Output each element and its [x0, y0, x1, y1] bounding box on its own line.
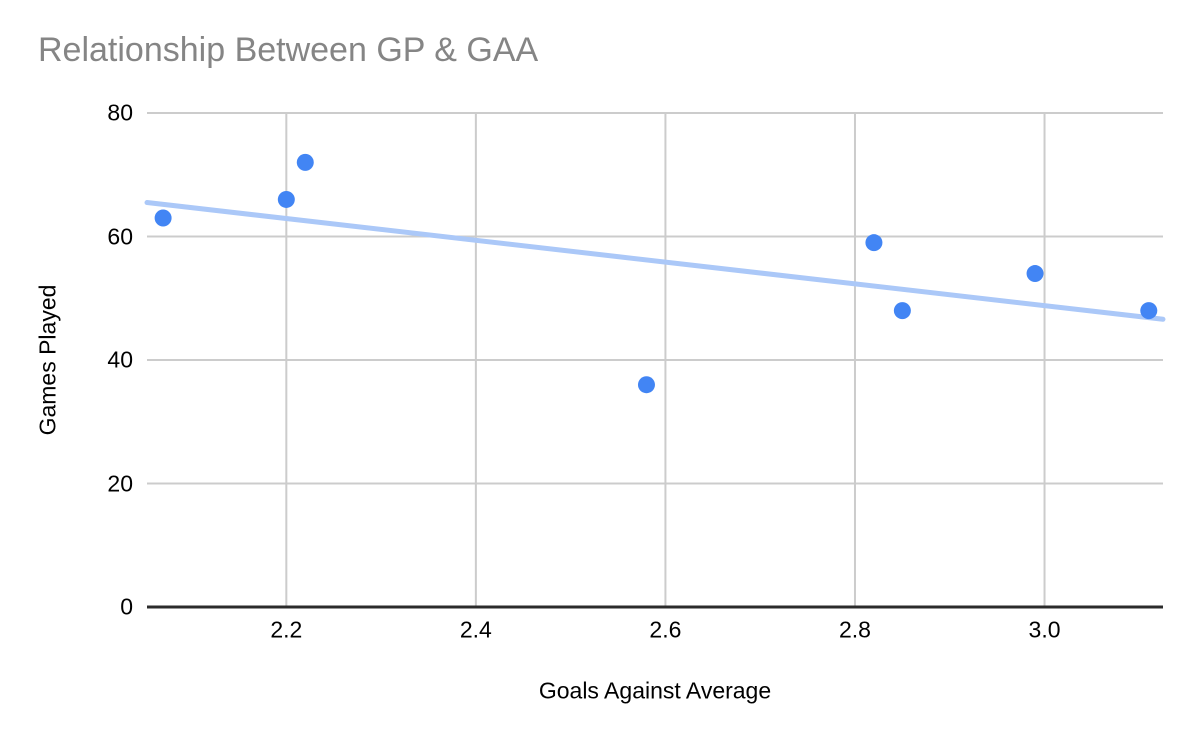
x-tick-label: 2.6	[649, 616, 682, 643]
data-point	[865, 234, 883, 252]
data-point	[296, 153, 314, 171]
x-tick-label: 2.2	[270, 616, 303, 643]
plot-area	[144, 112, 1166, 609]
x-axis-title: Goals Against Average	[538, 677, 772, 704]
data-point	[1140, 302, 1158, 320]
y-tick-label: 80	[107, 99, 133, 126]
x-tick-label: 3.0	[1028, 616, 1061, 643]
y-tick-label: 0	[120, 593, 133, 620]
x-tick-label: 2.4	[459, 616, 492, 643]
x-tick-label: 2.8	[838, 616, 871, 643]
chart-title: Relationship Between GP & GAA	[38, 31, 539, 69]
data-point	[893, 302, 911, 320]
data-point	[1026, 265, 1044, 283]
y-tick-label: 40	[107, 346, 133, 373]
data-point	[277, 190, 295, 208]
y-tick-label: 20	[107, 470, 133, 496]
data-point	[637, 376, 655, 394]
trendline	[144, 200, 1166, 322]
data-point	[154, 209, 172, 227]
y-tick-label: 60	[107, 223, 133, 249]
